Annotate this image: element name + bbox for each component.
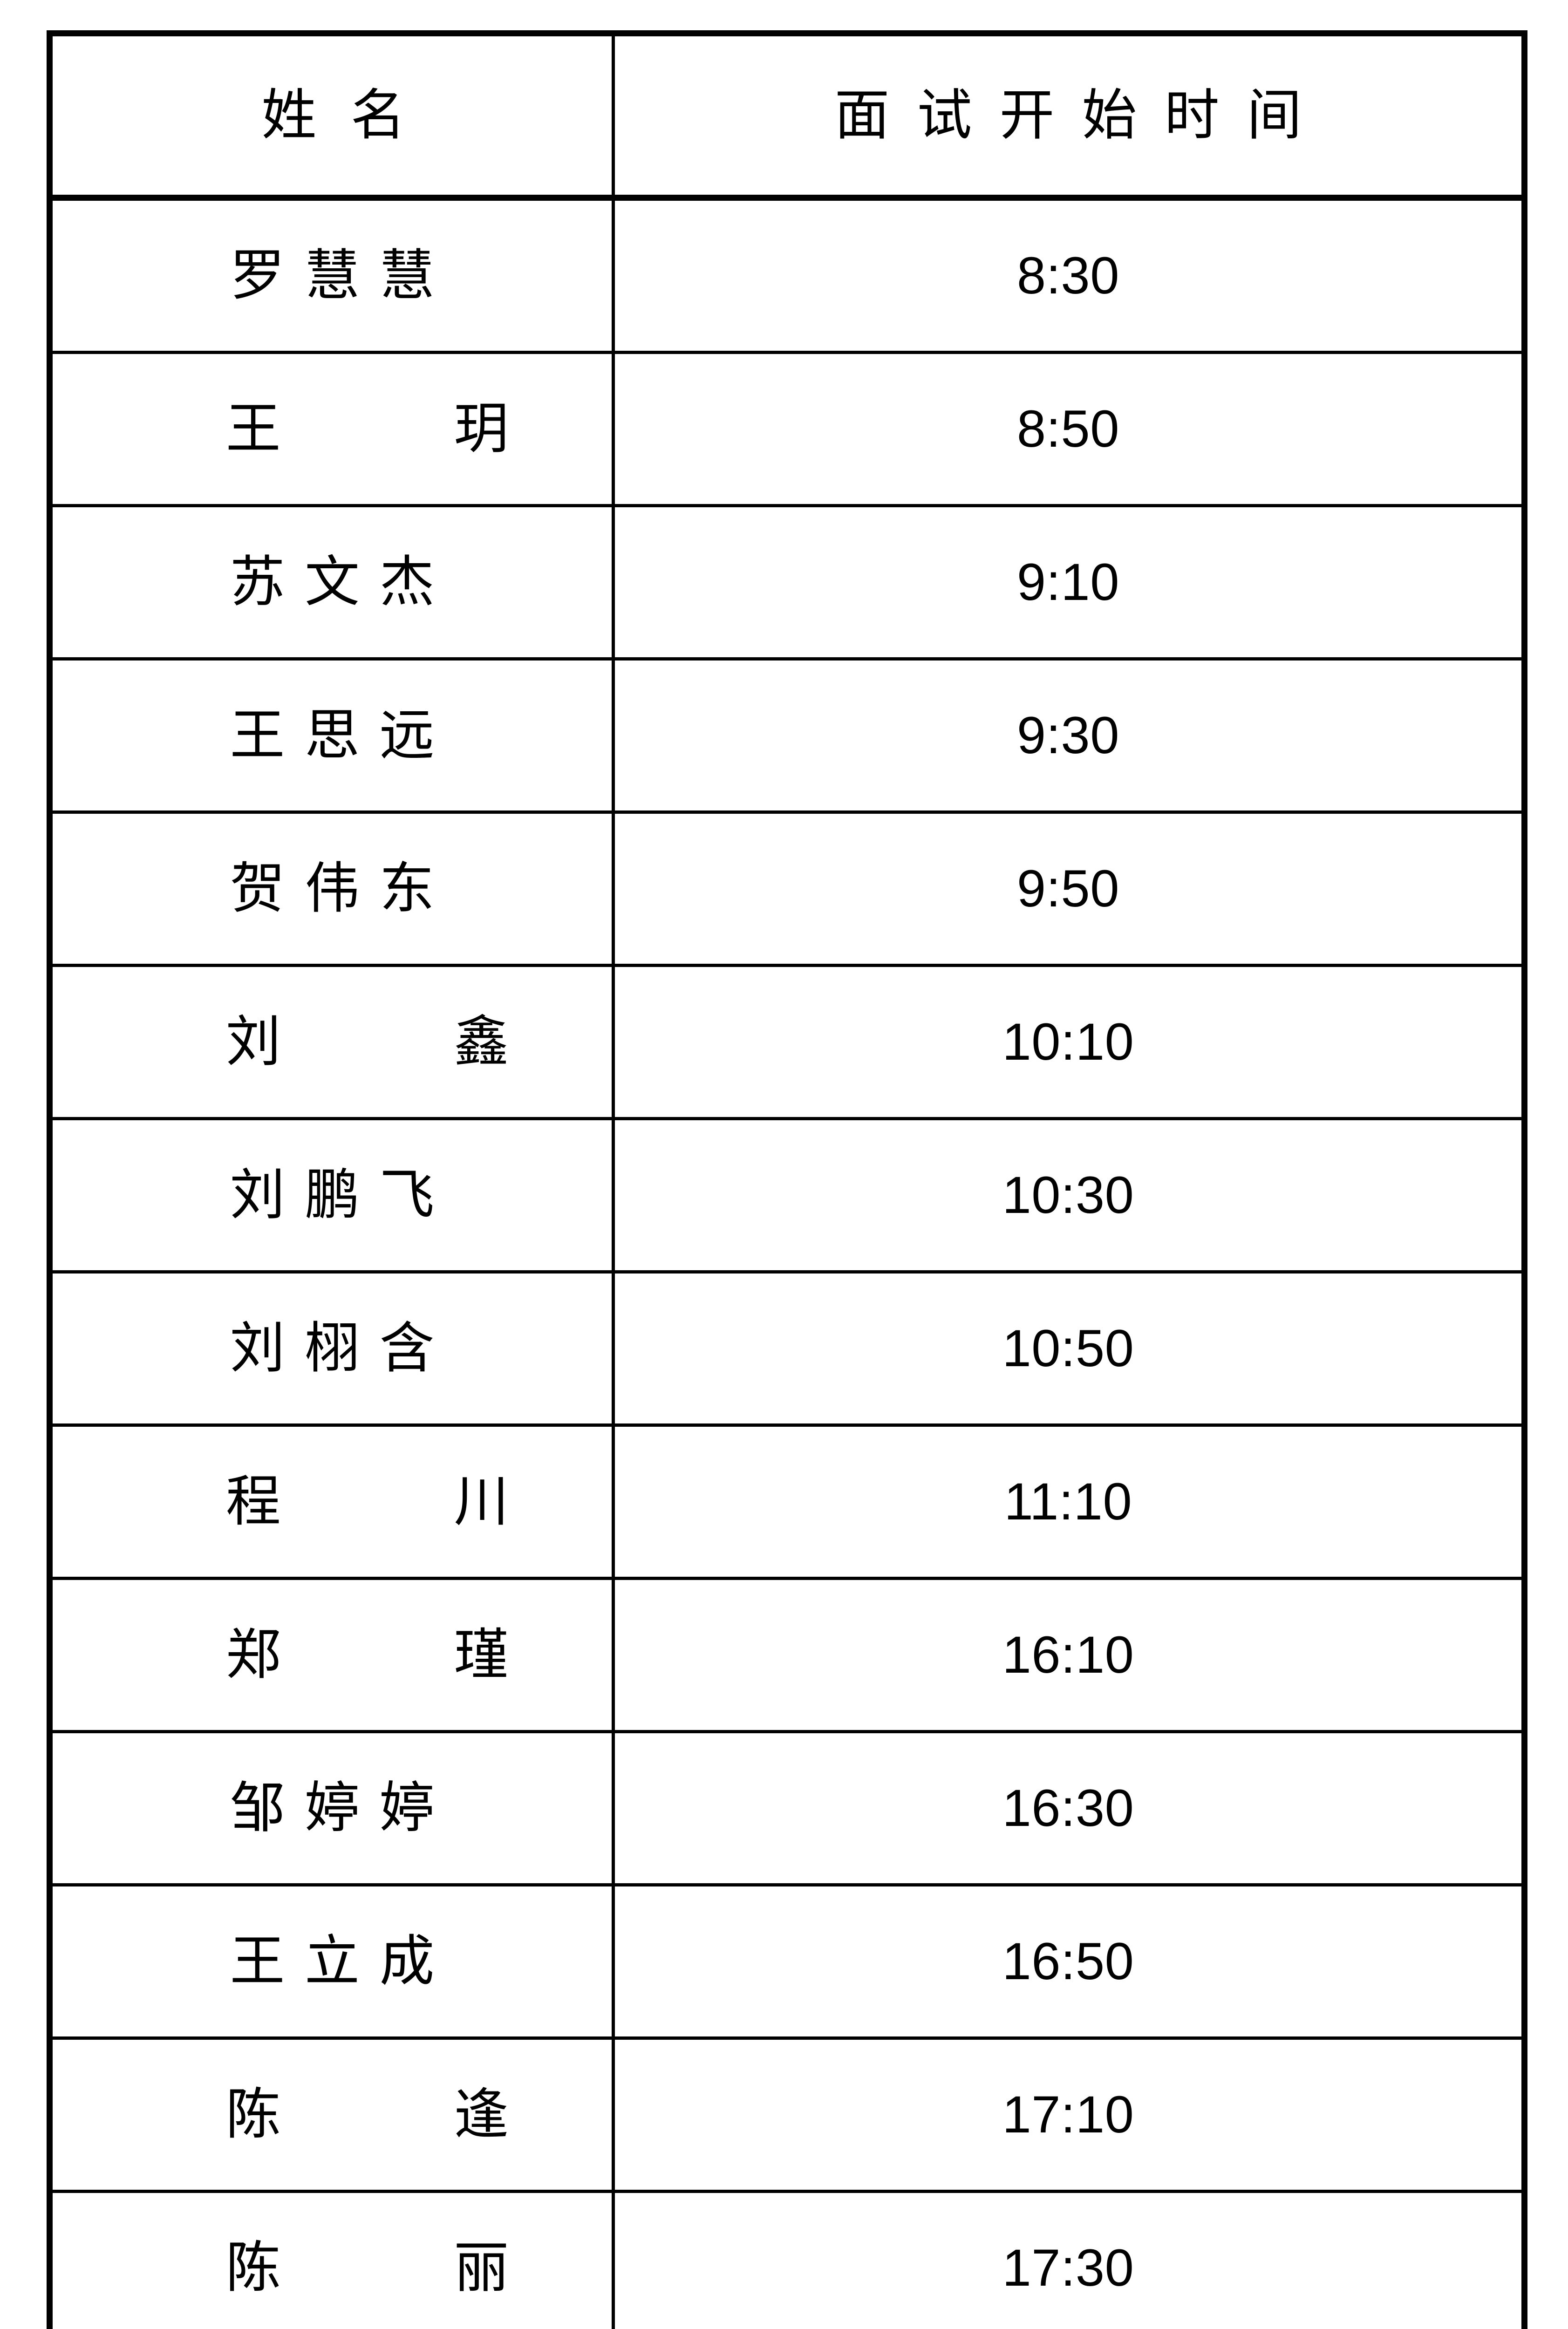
interview-start-time: 17:30 — [1002, 2239, 1134, 2297]
cell-name: 刘鑫 — [48, 964, 682, 1120]
table-header-row: 姓名 面试开始时间 — [48, 32, 1526, 201]
table-row: 陈逢 17:10 — [48, 2036, 1526, 2193]
cell-time: 17:10 — [612, 2036, 1526, 2193]
candidate-name: 刘鹏飞 — [230, 1164, 454, 1226]
candidate-name: 罗慧慧 — [230, 245, 454, 306]
table-row: 贺伟东 9:50 — [48, 810, 1526, 967]
cell-name: 罗慧慧 — [48, 196, 615, 354]
candidate-name: 陈丽 — [225, 2237, 682, 2299]
cell-time: 16:30 — [612, 1730, 1526, 1886]
cell-name: 程川 — [48, 1423, 682, 1580]
cell-time: 16:10 — [612, 1577, 1526, 1733]
candidate-name: 程川 — [225, 1471, 682, 1532]
column-header-name: 姓名 — [48, 32, 615, 201]
candidate-name: 苏文杰 — [230, 552, 454, 613]
cell-time: 9:50 — [612, 810, 1526, 967]
candidate-name: 王玥 — [225, 398, 682, 460]
cell-time: 10:50 — [612, 1270, 1526, 1427]
interview-start-time: 9:50 — [1016, 859, 1120, 918]
table-row: 陈丽 17:30 — [48, 2190, 1526, 2329]
cell-name: 刘栩含 — [48, 1270, 615, 1427]
interview-start-time: 16:50 — [1002, 1932, 1134, 1990]
table-row: 程川 11:10 — [48, 1423, 1526, 1580]
interview-start-time: 16:10 — [1002, 1626, 1134, 1684]
candidate-name: 陈逢 — [225, 2084, 682, 2145]
cell-name: 王玥 — [48, 351, 682, 507]
cell-time: 8:50 — [612, 351, 1526, 507]
cell-name: 王立成 — [48, 1883, 615, 2040]
interview-start-time: 9:30 — [1016, 706, 1120, 764]
cell-time: 10:10 — [612, 964, 1526, 1120]
cell-time: 10:30 — [612, 1117, 1526, 1273]
candidate-name: 刘鑫 — [225, 1011, 682, 1073]
interview-start-time: 8:30 — [1016, 246, 1120, 305]
cell-name: 王思远 — [48, 657, 615, 814]
table-row: 王立成 16:50 — [48, 1883, 1526, 2040]
interview-start-time: 17:10 — [1002, 2085, 1134, 2144]
column-header-time-label: 面试开始时间 — [834, 85, 1329, 146]
interview-start-time: 16:30 — [1002, 1779, 1134, 1837]
table-row: 王玥 8:50 — [48, 351, 1526, 507]
interview-start-time: 9:10 — [1016, 553, 1120, 611]
cell-name: 郑瑾 — [48, 1577, 682, 1733]
candidate-name: 王立成 — [230, 1931, 454, 1992]
table-row: 刘栩含 10:50 — [48, 1270, 1526, 1427]
cell-time: 11:10 — [612, 1423, 1526, 1580]
interview-start-time: 10:10 — [1002, 1013, 1134, 1071]
interview-start-time: 11:10 — [1004, 1472, 1132, 1531]
interview-schedule-container: 姓名 面试开始时间 罗慧慧 8:30 王玥 8:50 苏文杰 9:10 王思远 9:30 贺伟东… — [47, 30, 1527, 2329]
cell-name: 刘鹏飞 — [48, 1117, 615, 1273]
interview-schedule-table: 姓名 面试开始时间 罗慧慧 8:30 王玥 8:50 苏文杰 9:10 王思远 9:30 贺伟东… — [47, 30, 1527, 2329]
table-row: 邹婷婷 16:30 — [48, 1730, 1526, 1886]
table-row: 罗慧慧 8:30 — [48, 196, 1526, 354]
table-body: 罗慧慧 8:30 王玥 8:50 苏文杰 9:10 王思远 9:30 贺伟东 9:50 刘鑫 10:1… — [48, 196, 1526, 2329]
interview-start-time: 10:30 — [1002, 1166, 1134, 1224]
cell-time: 9:30 — [612, 657, 1526, 814]
table-row: 苏文杰 9:10 — [48, 504, 1526, 661]
candidate-name: 王思远 — [230, 705, 454, 766]
candidate-name: 刘栩含 — [230, 1318, 454, 1379]
table-row: 郑瑾 16:10 — [48, 1577, 1526, 1733]
candidate-name: 贺伟东 — [230, 858, 454, 919]
cell-name: 陈逢 — [48, 2036, 682, 2193]
column-header-time: 面试开始时间 — [612, 32, 1526, 201]
candidate-name: 邹婷婷 — [230, 1777, 454, 1839]
cell-time: 8:30 — [612, 196, 1526, 354]
cell-time: 17:30 — [612, 2190, 1526, 2329]
table-header: 姓名 面试开始时间 — [48, 32, 1526, 201]
interview-start-time: 8:50 — [1016, 400, 1120, 458]
table-row: 刘鑫 10:10 — [48, 964, 1526, 1120]
cell-name: 贺伟东 — [48, 810, 615, 967]
cell-name: 陈丽 — [48, 2190, 682, 2329]
column-header-name-label: 姓名 — [261, 85, 440, 146]
interview-start-time: 10:50 — [1002, 1319, 1134, 1377]
cell-name: 邹婷婷 — [48, 1730, 615, 1886]
cell-time: 9:10 — [612, 504, 1526, 661]
cell-name: 苏文杰 — [48, 504, 615, 661]
table-row: 王思远 9:30 — [48, 657, 1526, 814]
table-row: 刘鹏飞 10:30 — [48, 1117, 1526, 1273]
cell-time: 16:50 — [612, 1883, 1526, 2040]
candidate-name: 郑瑾 — [225, 1624, 682, 1686]
